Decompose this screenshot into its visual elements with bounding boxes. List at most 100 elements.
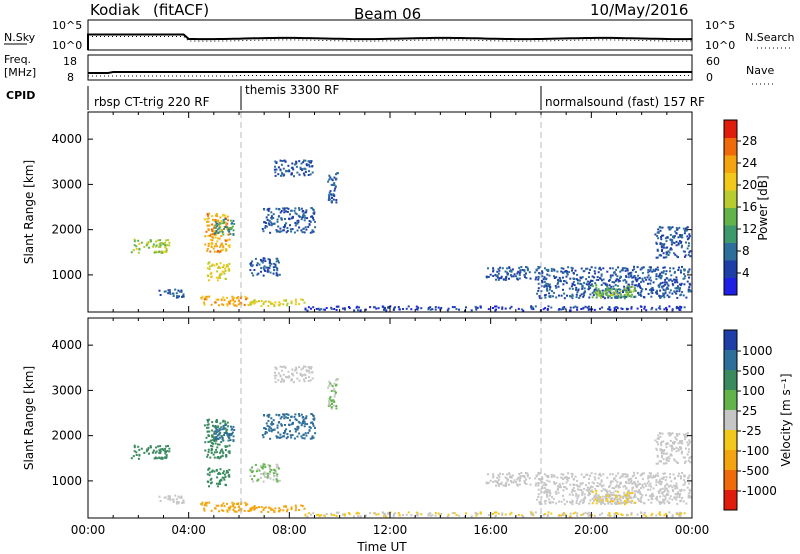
velocity-echo-pixel — [287, 413, 290, 416]
power-echo-pixel — [262, 266, 265, 269]
power-colorbar-tick-label: 24 — [742, 156, 757, 170]
power-echo-pixel — [659, 272, 662, 275]
power-echo-pixel — [332, 183, 335, 186]
power-echo-pixel — [544, 293, 547, 296]
power-echo-pixel — [627, 289, 630, 291]
power-echo-pixel — [677, 242, 680, 245]
power-echo-pixel — [402, 308, 404, 310]
velocity-echo-pixel — [328, 402, 331, 405]
velocity-echo-pixel — [210, 477, 213, 480]
velocity-echo-pixel — [640, 511, 643, 514]
power-echo-pixel — [289, 228, 292, 231]
velocity-echo-pixel — [220, 441, 223, 443]
velocity-echo-pixel — [216, 428, 218, 431]
power-echo-pixel — [382, 306, 385, 309]
power-echo-pixel — [249, 269, 252, 272]
velocity-echo-pixel — [587, 511, 590, 514]
velocity-echo-pixel — [286, 416, 289, 419]
velocity-echo-pixel — [495, 484, 497, 487]
velocity-echo-pixel — [665, 462, 668, 465]
velocity-echo-pixel — [546, 514, 549, 516]
power-echo-pixel — [265, 266, 268, 269]
power-echo-pixel — [227, 233, 230, 236]
velocity-echo-pixel — [283, 365, 286, 368]
velocity-echo-pixel — [267, 415, 270, 418]
velocity-echo-pixel — [278, 507, 281, 510]
velocity-echo-pixel — [543, 486, 546, 489]
velocity-echo-pixel — [228, 436, 231, 439]
velocity-echo-pixel — [688, 457, 691, 460]
velocity-echo-pixel — [215, 436, 218, 438]
power-echo-pixel — [427, 306, 430, 309]
velocity-colorbar-swatch — [724, 470, 737, 491]
velocity-echo-pixel — [264, 475, 266, 478]
velocity-echo-pixel — [310, 413, 313, 415]
power-echo-pixel — [631, 293, 634, 296]
power-echo-pixel — [678, 309, 681, 311]
velocity-echo-pixel — [207, 448, 210, 451]
velocity-echo-pixel — [588, 482, 590, 485]
station-title: Kodiak — [90, 1, 140, 19]
velocity-echo-pixel — [589, 487, 592, 490]
velocity-echo-pixel — [669, 453, 672, 456]
velocity-echo-pixel — [294, 430, 297, 433]
power-echo-pixel — [233, 223, 236, 225]
power-echo-pixel — [222, 233, 225, 236]
velocity-echo-pixel — [154, 451, 157, 454]
power-echo-pixel — [631, 269, 634, 272]
power-echo-pixel — [625, 276, 628, 278]
power-echo-pixel — [276, 257, 279, 260]
power-echo-pixel — [585, 278, 588, 281]
velocity-echo-pixel — [687, 450, 690, 453]
power-echo-pixel — [688, 235, 691, 238]
power-echo-pixel — [229, 299, 232, 302]
power-echo-pixel — [614, 296, 616, 299]
velocity-echo-pixel — [301, 437, 304, 440]
power-echo-pixel — [215, 298, 218, 301]
velocity-echo-pixel — [593, 514, 596, 517]
power-echo-pixel — [683, 283, 686, 286]
velocity-echo-pixel — [664, 443, 667, 446]
velocity-echo-pixel — [218, 481, 221, 484]
velocity-echo-pixel — [580, 489, 583, 491]
velocity-echo-pixel — [207, 434, 210, 437]
power-colorbar-swatch — [724, 172, 737, 191]
velocity-echo-pixel — [225, 471, 228, 474]
power-echo-pixel — [576, 273, 579, 276]
power-echo-pixel — [554, 285, 557, 287]
power-echo-pixel — [589, 287, 592, 290]
velocity-echo-pixel — [437, 512, 440, 515]
freq-strip: Freq. [MHz] 18 8 60 0 Nave — [4, 53, 775, 85]
power-echo-pixel — [619, 270, 622, 273]
velocity-echo-pixel — [300, 424, 303, 427]
velocity-echo-pixel — [595, 502, 598, 505]
power-echo-pixel — [292, 168, 295, 171]
velocity-echo-pixel — [216, 434, 219, 437]
power-echo-pixel — [165, 249, 168, 252]
velocity-echo-pixel — [233, 506, 236, 509]
velocity-echo-pixel — [231, 431, 234, 434]
velocity-echo-pixel — [669, 434, 672, 437]
power-echo-pixel — [251, 260, 254, 263]
velocity-echo-pixel — [222, 425, 225, 428]
velocity-echo-pixel — [276, 426, 279, 429]
velocity-echo-pixel — [268, 413, 271, 416]
velocity-echo-pixel — [446, 515, 449, 518]
power-echo-pixel — [263, 221, 266, 224]
velocity-echo-pixel — [207, 420, 209, 423]
velocity-echo-pixel — [568, 493, 571, 496]
velocity-colorbar-tick-label: -25 — [742, 424, 762, 438]
velocity-echo-pixel — [601, 485, 603, 488]
velocity-echo-pixel — [650, 497, 653, 500]
power-echo-pixel — [335, 201, 338, 204]
power-echo-pixel — [221, 249, 224, 252]
velocity-echo-pixel — [262, 463, 265, 466]
power-echo-pixel — [626, 285, 629, 288]
power-echo-pixel — [537, 287, 540, 290]
power-echo-pixel — [526, 267, 529, 270]
velocity-echo-pixel — [669, 454, 672, 457]
power-echo-pixel — [495, 305, 498, 308]
power-echo-pixel — [595, 284, 598, 286]
velocity-echo-pixel — [646, 482, 649, 485]
velocity-echo-pixel — [687, 459, 690, 462]
